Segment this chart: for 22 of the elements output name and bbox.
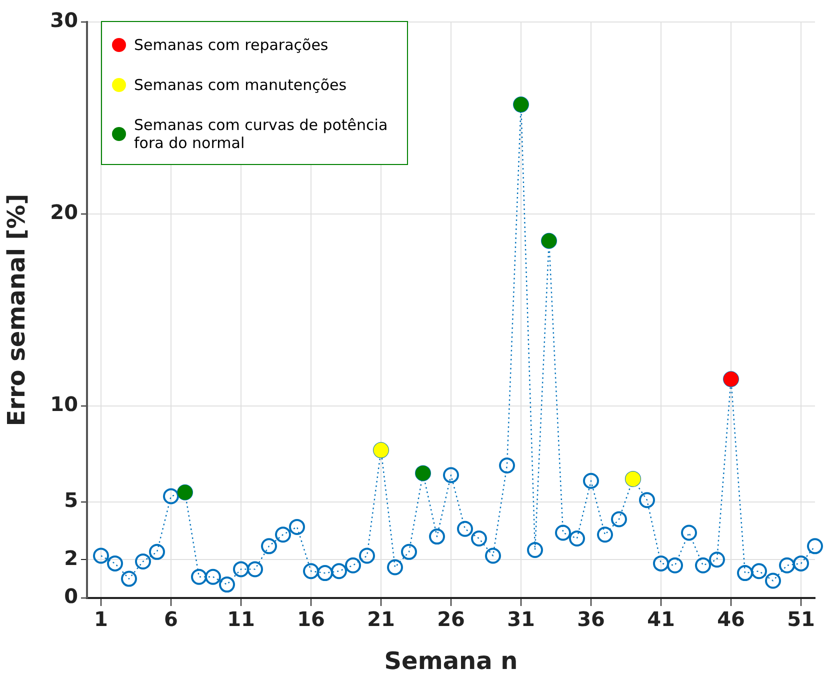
x-tick-label: 21 <box>367 607 395 632</box>
y-axis-title: Erro semanal [%] <box>2 194 31 426</box>
legend-label: Semanas com curvas de potência fora do normal <box>134 116 389 152</box>
y-tick-label: 20 <box>50 200 78 224</box>
y-tick-label: 30 <box>50 8 78 32</box>
x-tick-label: 31 <box>507 607 535 632</box>
x-tick-label: 51 <box>787 607 815 632</box>
x-tick-label: 11 <box>227 607 255 632</box>
x-axis-title: Semana n <box>384 646 518 675</box>
x-tick-label: 26 <box>437 607 465 632</box>
y-tick-label: 5 <box>64 488 78 512</box>
y-tick-label: 2 <box>64 546 78 570</box>
y-tick-label: 0 <box>64 584 78 608</box>
x-tick-label: 46 <box>717 607 745 632</box>
legend-label: Semanas com reparações <box>134 36 328 54</box>
x-tick-label: 6 <box>164 607 178 632</box>
x-tick-label: 41 <box>647 607 675 632</box>
legend-label: Semanas com manutenções <box>134 76 347 94</box>
x-tick-label: 1 <box>94 607 108 632</box>
x-tick-label: 36 <box>577 607 605 632</box>
y-tick-label: 10 <box>50 392 78 416</box>
x-tick-label: 16 <box>297 607 325 632</box>
